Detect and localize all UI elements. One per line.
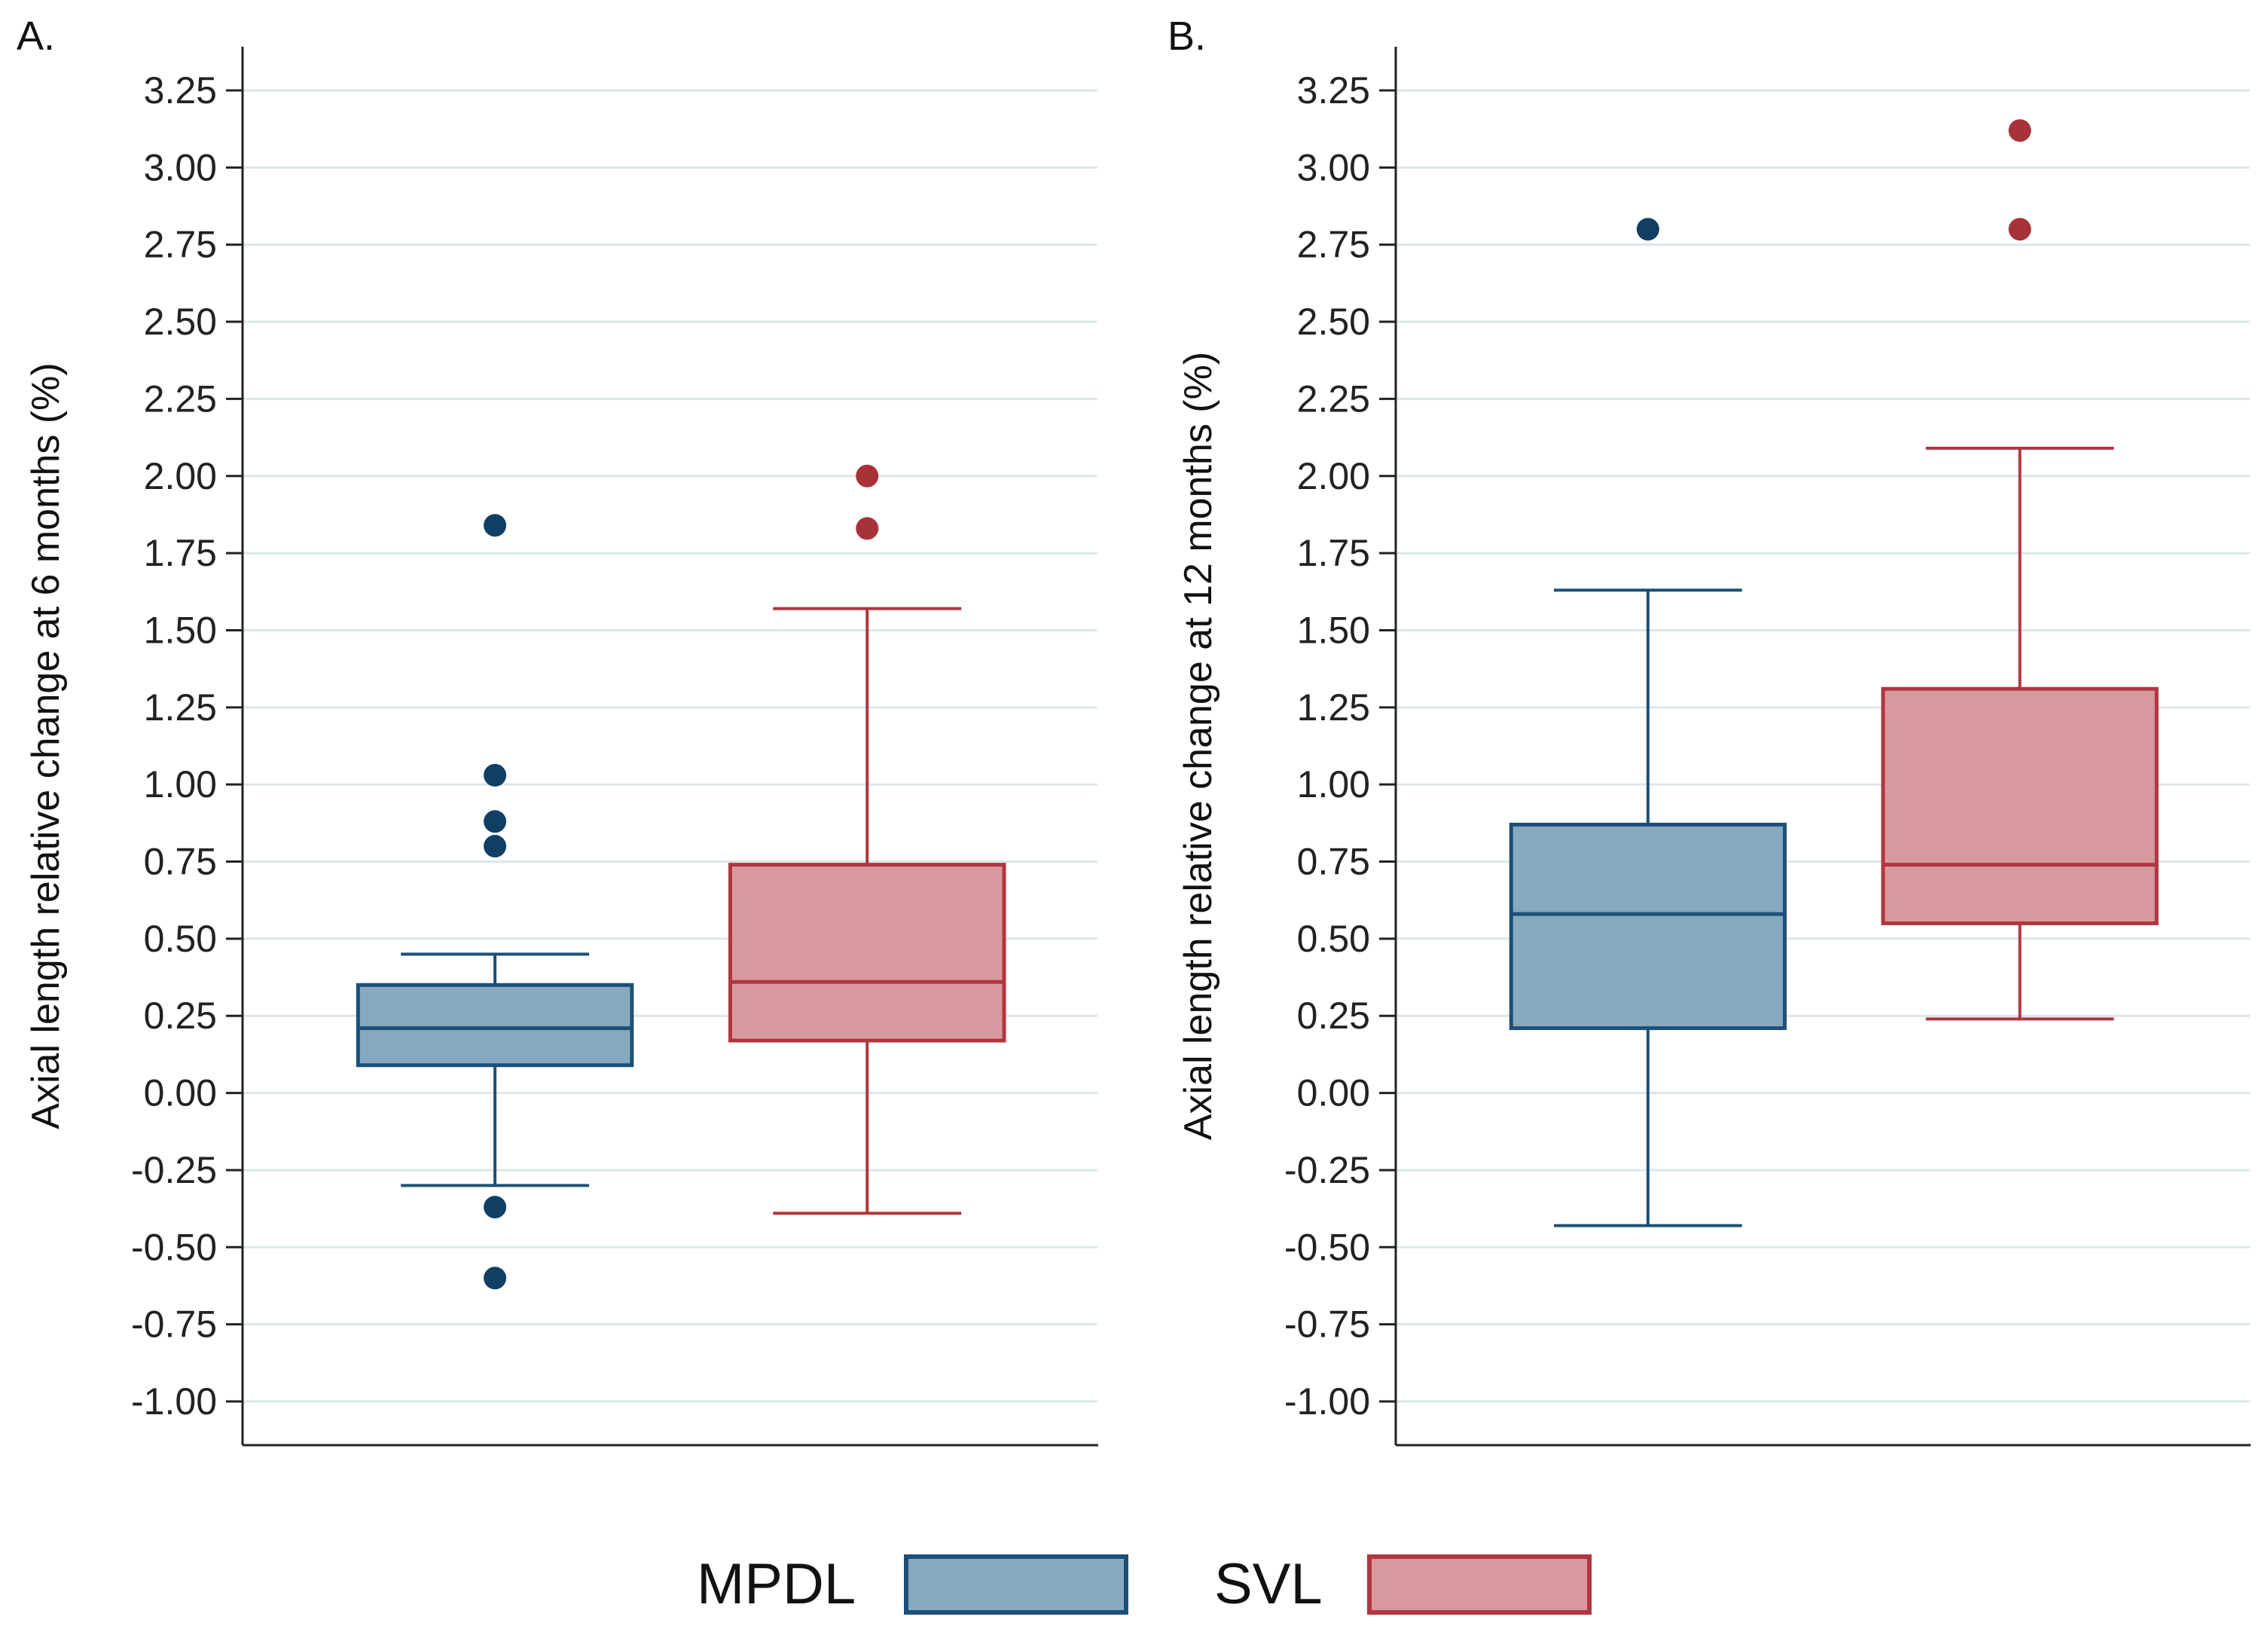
y-tick-label: 2.00 bbox=[1297, 455, 1370, 497]
panel-b: 3.25 3.00 2.75 2.50 2.25 2.00 1.75 1.50 1.25 1.00… bbox=[1168, 14, 2251, 1447]
outlier-point bbox=[484, 1267, 507, 1290]
legend: MPDL SVL bbox=[697, 1552, 1592, 1616]
panel-label: B. bbox=[1168, 14, 1206, 59]
y-tick-label: 2.50 bbox=[1297, 301, 1370, 343]
panel-a: 3.25 3.00 2.75 2.50 2.25 2.00 1.75 1.50 1.25 1.00… bbox=[17, 14, 1098, 1447]
outlier-point bbox=[484, 835, 507, 858]
iqr-box bbox=[356, 983, 634, 1068]
box-svl bbox=[1881, 119, 2159, 1021]
box-mpdl bbox=[1509, 218, 1787, 1227]
y-tick-label: 3.00 bbox=[144, 146, 217, 188]
y-tick-label: 0.25 bbox=[1297, 995, 1370, 1037]
legend-label: MPDL bbox=[697, 1552, 856, 1616]
outlier-point bbox=[2008, 218, 2031, 241]
y-tick-label: 1.75 bbox=[144, 532, 217, 574]
y-tick-label: -0.50 bbox=[1284, 1226, 1370, 1268]
y-tick-label: -1.00 bbox=[131, 1380, 217, 1423]
iqr-box bbox=[1509, 822, 1787, 1031]
outlier-point bbox=[856, 517, 879, 540]
y-tick-label: 2.00 bbox=[144, 455, 217, 497]
outlier-point bbox=[1636, 218, 1659, 241]
y-tick-label: 1.25 bbox=[1297, 686, 1370, 729]
y-tick-label: -0.25 bbox=[1284, 1149, 1370, 1191]
legend-label: SVL bbox=[1214, 1552, 1323, 1616]
y-tick-label: 2.25 bbox=[1297, 377, 1370, 420]
y-tick-label: -0.25 bbox=[131, 1149, 217, 1191]
y-tick-label: 1.75 bbox=[1297, 532, 1370, 574]
y-tick-label: 1.50 bbox=[144, 609, 217, 651]
y-tick-label: 0.50 bbox=[1297, 918, 1370, 960]
outlier-point bbox=[856, 464, 879, 487]
y-tick-label: 3.25 bbox=[144, 69, 217, 112]
y-tick-label: 0.00 bbox=[144, 1072, 217, 1114]
iqr-box bbox=[1881, 686, 2159, 925]
y-tick-label: 1.50 bbox=[1297, 609, 1370, 651]
iqr-box bbox=[728, 863, 1006, 1043]
outlier-point bbox=[484, 1196, 507, 1219]
panel-label: A. bbox=[17, 14, 55, 59]
panels: 3.25 3.00 2.75 2.50 2.25 2.00 1.75 1.50 1.25 1.00… bbox=[17, 14, 2251, 1447]
y-tick-label: 0.75 bbox=[1297, 841, 1370, 883]
y-tick-label: 3.25 bbox=[1297, 69, 1370, 112]
box-mpdl bbox=[356, 514, 634, 1290]
legend-swatch bbox=[904, 1554, 1128, 1615]
y-tick-label: 0.25 bbox=[144, 995, 217, 1037]
y-axis-title: Axial length relative change at 12 month… bbox=[1177, 352, 1220, 1140]
outlier-point bbox=[2008, 119, 2031, 142]
y-tick-label: -1.00 bbox=[1284, 1380, 1370, 1423]
y-tick-label: 3.00 bbox=[1297, 146, 1370, 188]
y-tick-label: 2.75 bbox=[144, 224, 217, 266]
y-tick-label: 1.00 bbox=[144, 763, 217, 805]
box-svl bbox=[728, 464, 1006, 1215]
y-tick-label: 2.75 bbox=[1297, 224, 1370, 266]
y-axis-title: Axial length relative change at 6 months… bbox=[24, 362, 68, 1129]
legend-item-mpdl: MPDL bbox=[697, 1552, 1128, 1616]
y-tick-label: 0.50 bbox=[144, 918, 217, 960]
legend-swatch bbox=[1367, 1554, 1592, 1615]
y-tick-label: -0.75 bbox=[1284, 1303, 1370, 1346]
y-tick-label: -0.50 bbox=[131, 1226, 217, 1268]
outlier-point bbox=[484, 514, 507, 537]
y-tick-label: 2.50 bbox=[144, 301, 217, 343]
y-tick-label: 1.25 bbox=[144, 686, 217, 729]
y-tick-label: 1.00 bbox=[1297, 763, 1370, 805]
y-tick-label: 0.00 bbox=[1297, 1072, 1370, 1114]
outlier-point bbox=[484, 810, 507, 833]
legend-item-svl: SVL bbox=[1214, 1552, 1592, 1616]
y-tick-label: 2.25 bbox=[144, 377, 217, 420]
outlier-point bbox=[484, 763, 507, 787]
y-tick-label: -0.75 bbox=[131, 1303, 217, 1346]
y-tick-label: 0.75 bbox=[144, 841, 217, 883]
